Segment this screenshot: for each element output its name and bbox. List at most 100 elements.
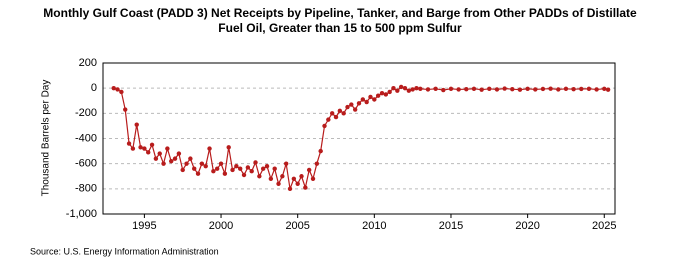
data-point [398,84,404,90]
data-point [260,166,266,171]
data-point [303,185,308,190]
data-point [402,85,408,91]
data-point [283,161,289,166]
chart-title: Monthly Gulf Coast (PADD 3) Net Receipts… [43,6,637,35]
data-point [257,174,262,179]
x-tick-label: 1995 [132,220,156,232]
data-point [448,86,454,91]
data-point [180,167,185,173]
data-point [203,163,208,169]
data-point [379,91,385,96]
y-tick-label: -200 [75,107,97,119]
x-tick-label: 2000 [209,220,233,232]
data-point [211,169,216,174]
data-point [341,111,346,116]
data-point [563,86,569,91]
data-point [383,92,389,97]
data-point [441,87,446,93]
data-point [245,165,251,170]
data-point [165,146,170,151]
data-point [115,87,120,92]
data-point [571,86,576,92]
data-point [352,107,358,112]
data-point [157,151,162,156]
y-axis-label: Thousand Barrels per Day [41,80,52,197]
data-point [146,150,151,155]
data-point [502,86,507,91]
data-point [391,85,396,91]
data-point [222,171,228,176]
data-point [395,88,400,93]
data-point [326,117,331,122]
source: Source: U.S. Energy Information Administ… [30,246,219,256]
data-point [387,89,392,95]
data-point [234,163,239,169]
data-point [471,86,477,91]
data-point [295,181,300,186]
data-point [372,97,377,102]
data-point [329,111,335,116]
data-point [540,86,546,92]
data-point [318,148,323,154]
data-point [249,169,254,174]
y-tick-label: 200 [79,57,97,69]
data-point [594,87,599,92]
data-point [149,142,155,147]
data-point [123,107,128,112]
data-point [579,86,584,92]
data-point [169,158,174,164]
data-point [188,156,193,161]
data-point [525,86,530,91]
data-point [314,161,320,166]
x-tick-label: 2025 [592,220,616,232]
data-point [268,176,274,181]
data-point [322,123,327,129]
data-point [517,87,523,92]
data-point [264,163,270,169]
data-point [176,151,182,156]
data-point [364,99,369,105]
x-tick-label: 2005 [285,220,309,232]
data-point [126,141,132,146]
data-point [199,161,205,166]
y-tick-label: -1,000 [66,208,97,220]
y-tick-label: 0 [91,82,97,94]
data-point [226,145,231,150]
plot-frame [102,62,616,215]
data-point [487,86,492,91]
data-point [130,146,136,151]
data-point [138,145,143,150]
data-point [425,87,431,92]
y-tick-label: -600 [75,158,97,170]
data-point [306,167,312,173]
data-point [360,97,366,102]
data-point [207,146,212,151]
data-point [310,176,316,181]
data-point [119,89,124,95]
data-point [299,174,304,179]
data-point [345,104,350,110]
data-point [337,108,343,114]
data-point [349,102,354,107]
data-point [161,161,166,166]
series-line [113,86,609,192]
x-tick-label: 2010 [362,220,386,232]
data-point [237,166,243,171]
data-point [291,176,297,181]
data-point [153,156,159,161]
data-point [533,87,538,92]
x-tick-label: 2020 [515,220,539,232]
y-tick-label: -800 [75,183,97,195]
data-point [456,87,461,92]
data-point [356,101,362,106]
data-point [230,167,235,173]
data-point [184,161,189,166]
x-tick-label: 2015 [439,220,463,232]
data-point [195,171,201,176]
data-point [253,160,258,165]
data-point [276,181,281,186]
data-point [215,166,220,171]
data-point [410,87,415,92]
data-point [192,166,197,171]
